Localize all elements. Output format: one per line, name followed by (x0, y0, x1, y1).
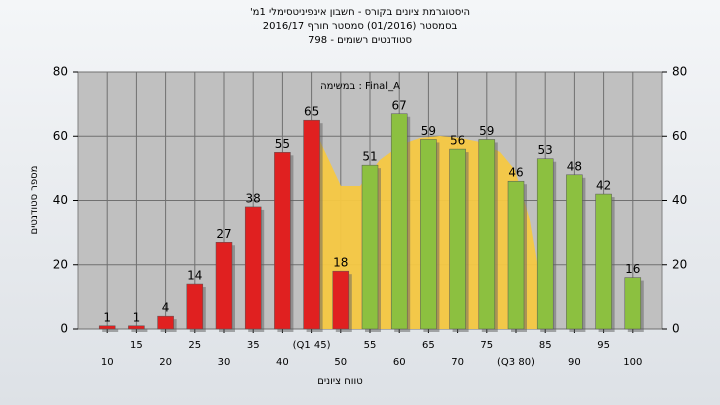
data-label: 59 (479, 124, 494, 138)
y-tick-label: 40 (53, 193, 68, 207)
data-label: 38 (246, 191, 261, 205)
bar (507, 180, 525, 330)
y2-tick-label: 40 (672, 193, 687, 207)
x-tick-label: 30 (218, 357, 231, 368)
y2-tick-label: 80 (672, 65, 687, 79)
bar (244, 206, 262, 330)
bar-shadow (102, 328, 119, 332)
y2-tick-label: 20 (672, 257, 687, 271)
y-tick-label: 60 (53, 129, 68, 143)
data-label: 59 (421, 124, 436, 138)
x-tick-label: (Q3 80) (497, 357, 535, 368)
x-tick-label: 65 (422, 340, 435, 351)
data-label: 56 (450, 134, 465, 148)
data-label: 53 (538, 143, 553, 157)
x-tick-label: 40 (276, 357, 289, 368)
bar (186, 283, 204, 330)
chart-title: היסטוגרמת ציונים בקורס - חשבון אינפיניטס… (250, 7, 470, 18)
data-label: 48 (567, 159, 582, 173)
bar (478, 139, 496, 330)
y-tick-label: 20 (53, 257, 68, 271)
chart-subtitle: סטודנטים רשומים - 798 (308, 35, 412, 46)
x-tick-label: 25 (188, 340, 201, 351)
bar (98, 325, 116, 330)
x-axis-title: טווח ציונים (317, 376, 362, 387)
bar-shadow (131, 328, 148, 332)
y2-tick-label: 0 (672, 322, 680, 336)
chart-subtitle: בסמסטר (01/2016) סמסטר חורף 2016/17 (263, 21, 458, 32)
x-tick-label: 20 (159, 357, 172, 368)
bar (274, 152, 291, 330)
bar (128, 325, 145, 330)
x-tick-label: (Q1 45) (293, 340, 331, 351)
data-label: 18 (333, 256, 348, 270)
y-tick-label: 80 (53, 65, 68, 79)
annotation: במשימה : Final_A (320, 81, 400, 92)
x-tick-label: 100 (623, 357, 642, 368)
x-tick-label: 90 (568, 357, 581, 368)
data-label: 51 (362, 150, 377, 164)
bar (303, 119, 320, 330)
x-tick-label: 50 (334, 357, 347, 368)
x-tick-label: 75 (480, 340, 493, 351)
bar (449, 148, 466, 330)
bar (536, 158, 554, 330)
data-label: 16 (625, 262, 640, 276)
bar (157, 315, 174, 330)
x-tick-label: 15 (130, 340, 143, 351)
data-label: 4 (162, 301, 170, 315)
bar (361, 164, 379, 330)
data-label: 27 (216, 227, 231, 241)
x-tick-label: 85 (539, 340, 552, 351)
data-label: 67 (392, 98, 407, 112)
y2-tick-label: 60 (672, 129, 687, 143)
bar (215, 242, 233, 330)
data-label: 1 (103, 310, 111, 324)
bar (390, 113, 408, 330)
x-tick-label: 10 (101, 357, 114, 368)
bar (595, 193, 612, 330)
x-tick-label: 70 (451, 357, 464, 368)
bar (420, 139, 437, 330)
bar (566, 174, 583, 330)
x-tick-label: 95 (597, 340, 610, 351)
x-tick-label: 60 (393, 357, 406, 368)
data-label: 55 (275, 137, 290, 151)
data-label: 1 (133, 310, 141, 324)
data-label: 46 (508, 166, 523, 180)
y-axis-title: מספר סטודנטים (29, 166, 40, 235)
bar (332, 270, 350, 330)
data-label: 14 (187, 269, 202, 283)
x-tick-label: 55 (364, 340, 377, 351)
data-label: 65 (304, 105, 319, 119)
x-tick-label: 35 (247, 340, 260, 351)
bar (624, 277, 642, 330)
data-label: 42 (596, 179, 611, 193)
y-tick-label: 0 (60, 322, 68, 336)
